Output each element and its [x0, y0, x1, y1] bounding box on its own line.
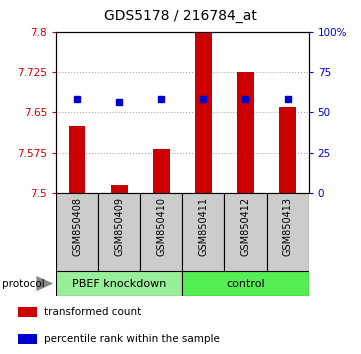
Bar	[266, 193, 309, 271]
Bar	[56, 193, 98, 271]
Bar	[225, 193, 266, 271]
Bar	[69, 126, 86, 193]
Text: PBEF knockdown: PBEF knockdown	[72, 279, 166, 289]
Text: protocol: protocol	[2, 279, 44, 289]
Bar	[56, 271, 182, 296]
Text: percentile rank within the sample: percentile rank within the sample	[44, 334, 220, 344]
Bar	[140, 193, 182, 271]
Text: GSM850410: GSM850410	[156, 197, 166, 256]
Bar	[18, 334, 37, 344]
Text: GDS5178 / 216784_at: GDS5178 / 216784_at	[104, 9, 257, 23]
Bar	[182, 271, 309, 296]
Text: GSM850411: GSM850411	[198, 197, 208, 256]
Bar	[18, 307, 37, 316]
Text: GSM850408: GSM850408	[72, 197, 82, 256]
Bar	[98, 193, 140, 271]
Text: GSM850413: GSM850413	[283, 197, 293, 256]
Bar	[237, 72, 254, 193]
Bar	[182, 193, 225, 271]
Bar	[195, 32, 212, 193]
Text: control: control	[226, 279, 265, 289]
Text: GSM850409: GSM850409	[114, 197, 124, 256]
Bar	[111, 185, 127, 193]
Bar	[153, 149, 170, 193]
Text: GSM850412: GSM850412	[240, 197, 251, 256]
Bar	[279, 107, 296, 193]
Text: transformed count: transformed count	[44, 307, 142, 317]
Polygon shape	[36, 276, 53, 291]
